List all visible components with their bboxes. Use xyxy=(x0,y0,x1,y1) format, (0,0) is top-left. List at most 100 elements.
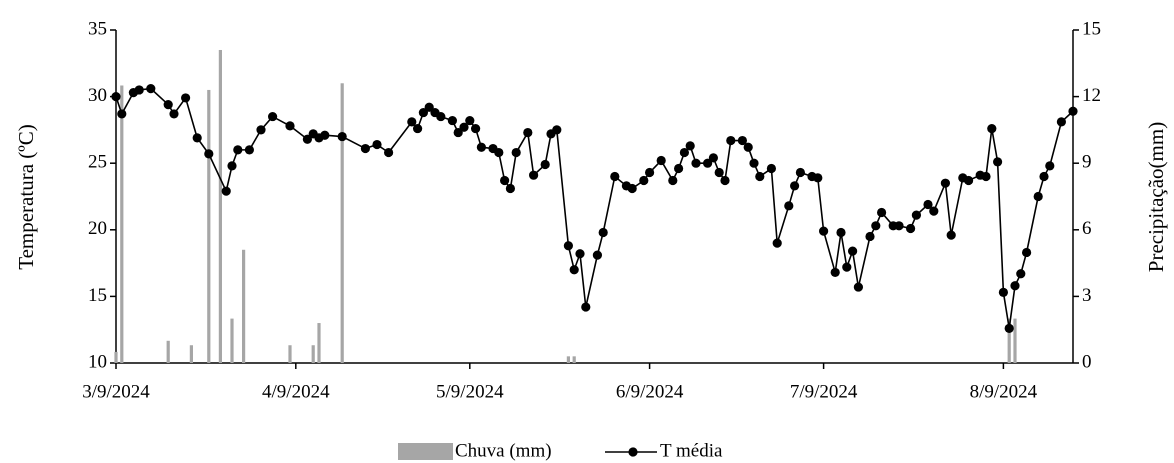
bar xyxy=(114,351,118,363)
point xyxy=(1056,117,1066,127)
bar xyxy=(317,323,321,363)
point xyxy=(337,131,347,142)
bar xyxy=(572,356,576,363)
point xyxy=(227,161,237,171)
point xyxy=(656,155,666,166)
point xyxy=(836,227,846,238)
point xyxy=(691,158,701,168)
point xyxy=(117,109,127,119)
point xyxy=(993,157,1003,167)
point xyxy=(755,171,765,182)
point xyxy=(668,175,678,186)
x-tick-label: 3/9/2024 xyxy=(82,381,150,402)
bar xyxy=(166,340,170,363)
point xyxy=(987,123,997,134)
point xyxy=(1045,161,1055,171)
point xyxy=(192,133,202,143)
point xyxy=(813,173,823,183)
bar xyxy=(288,345,292,363)
point xyxy=(169,109,179,119)
y2-tick-label: 0 xyxy=(1082,351,1092,372)
point xyxy=(500,175,510,186)
point xyxy=(911,210,922,220)
point xyxy=(1016,269,1026,279)
point xyxy=(795,167,806,178)
point xyxy=(523,127,533,138)
y-tick-label: 30 xyxy=(88,85,107,106)
point xyxy=(418,107,428,118)
point xyxy=(610,171,620,182)
point xyxy=(592,250,603,260)
point xyxy=(302,134,312,144)
point xyxy=(575,249,585,259)
y-tick-label: 15 xyxy=(88,285,107,306)
point xyxy=(540,159,550,170)
point xyxy=(233,145,243,155)
x-tick-label: 7/9/2024 xyxy=(790,381,858,402)
point xyxy=(563,241,574,251)
point xyxy=(1004,323,1014,333)
y-tick-label: 10 xyxy=(88,351,107,372)
point xyxy=(871,221,881,231)
y-tick-label: 25 xyxy=(88,152,107,173)
point xyxy=(529,170,539,180)
y-tick-label: 20 xyxy=(88,218,107,239)
y2-tick-label: 6 xyxy=(1082,218,1092,239)
point xyxy=(465,115,475,126)
point xyxy=(685,141,695,151)
x-tick-label: 6/9/2024 xyxy=(616,381,684,402)
point xyxy=(766,163,777,174)
point xyxy=(471,123,481,134)
y2-tick-label: 3 xyxy=(1082,285,1092,306)
point xyxy=(447,115,457,126)
point xyxy=(459,122,469,132)
point xyxy=(743,142,753,152)
point xyxy=(784,201,794,211)
bar xyxy=(218,49,222,363)
point xyxy=(848,246,858,256)
point xyxy=(627,183,637,194)
point xyxy=(256,125,266,135)
point xyxy=(598,227,608,238)
point xyxy=(552,125,562,135)
point xyxy=(204,149,214,159)
bar xyxy=(207,89,211,363)
point xyxy=(453,127,463,138)
x-tick-label: 4/9/2024 xyxy=(262,381,330,402)
point xyxy=(679,147,690,158)
point xyxy=(894,221,904,231)
point xyxy=(424,102,434,112)
y2-tick-label: 12 xyxy=(1082,85,1101,106)
point xyxy=(726,135,736,146)
point xyxy=(998,287,1009,298)
point xyxy=(819,226,829,236)
point xyxy=(946,230,956,240)
point xyxy=(923,199,933,210)
y-tick-label: 35 xyxy=(88,18,107,39)
point xyxy=(163,99,173,110)
point xyxy=(476,142,486,152)
y2-tick-label: 9 xyxy=(1082,152,1092,173)
point xyxy=(749,158,759,168)
x-tick-label: 5/9/2024 xyxy=(436,381,504,402)
bar xyxy=(340,83,344,363)
point xyxy=(853,282,864,292)
bar xyxy=(1013,318,1017,363)
bar xyxy=(120,85,124,363)
x-tick-label: 8/9/2024 xyxy=(970,381,1038,402)
point xyxy=(772,238,782,248)
point xyxy=(384,147,394,158)
point xyxy=(830,267,840,278)
point xyxy=(221,186,231,196)
point xyxy=(639,175,649,186)
bar xyxy=(566,356,570,363)
y2-axis-title: Precipitação(mm) xyxy=(1144,122,1168,272)
point xyxy=(1033,191,1043,202)
point xyxy=(708,153,719,163)
point xyxy=(360,143,370,154)
point xyxy=(581,302,591,312)
point xyxy=(929,206,939,216)
point xyxy=(645,167,655,178)
point xyxy=(964,175,974,186)
y-axis-title: Temperatura (ºC) xyxy=(14,124,38,270)
